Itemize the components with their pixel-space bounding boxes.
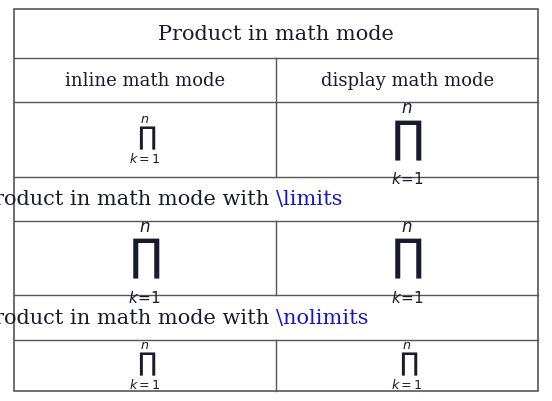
Text: \limits: \limits (276, 190, 342, 209)
Text: $\prod$: $\prod$ (391, 237, 423, 281)
Text: $k\!=\!1$: $k\!=\!1$ (391, 289, 423, 305)
Text: $n$: $n$ (401, 99, 413, 117)
Text: display math mode: display math mode (321, 72, 493, 90)
Text: inline math mode: inline math mode (65, 72, 225, 90)
Text: $k\!=\!1$: $k\!=\!1$ (129, 289, 161, 305)
Text: $\prod$: $\prod$ (129, 237, 161, 281)
Text: $n$: $n$ (401, 218, 413, 236)
Text: Product in math mode with: Product in math mode with (0, 190, 276, 209)
Text: $n$: $n$ (139, 218, 151, 236)
Text: $k\!=\!1$: $k\!=\!1$ (391, 170, 423, 186)
Text: $\prod$: $\prod$ (391, 118, 423, 162)
Text: \nolimits: \nolimits (276, 308, 369, 328)
Text: $\prod_{k=1}^{n}$: $\prod_{k=1}^{n}$ (129, 114, 161, 166)
Text: Product in math mode: Product in math mode (158, 25, 394, 44)
Text: Product in math mode with: Product in math mode with (0, 308, 276, 328)
Text: $\prod_{k=1}^{n}$: $\prod_{k=1}^{n}$ (129, 340, 161, 391)
Text: $\prod_{k=1}^{n}$: $\prod_{k=1}^{n}$ (391, 340, 423, 391)
